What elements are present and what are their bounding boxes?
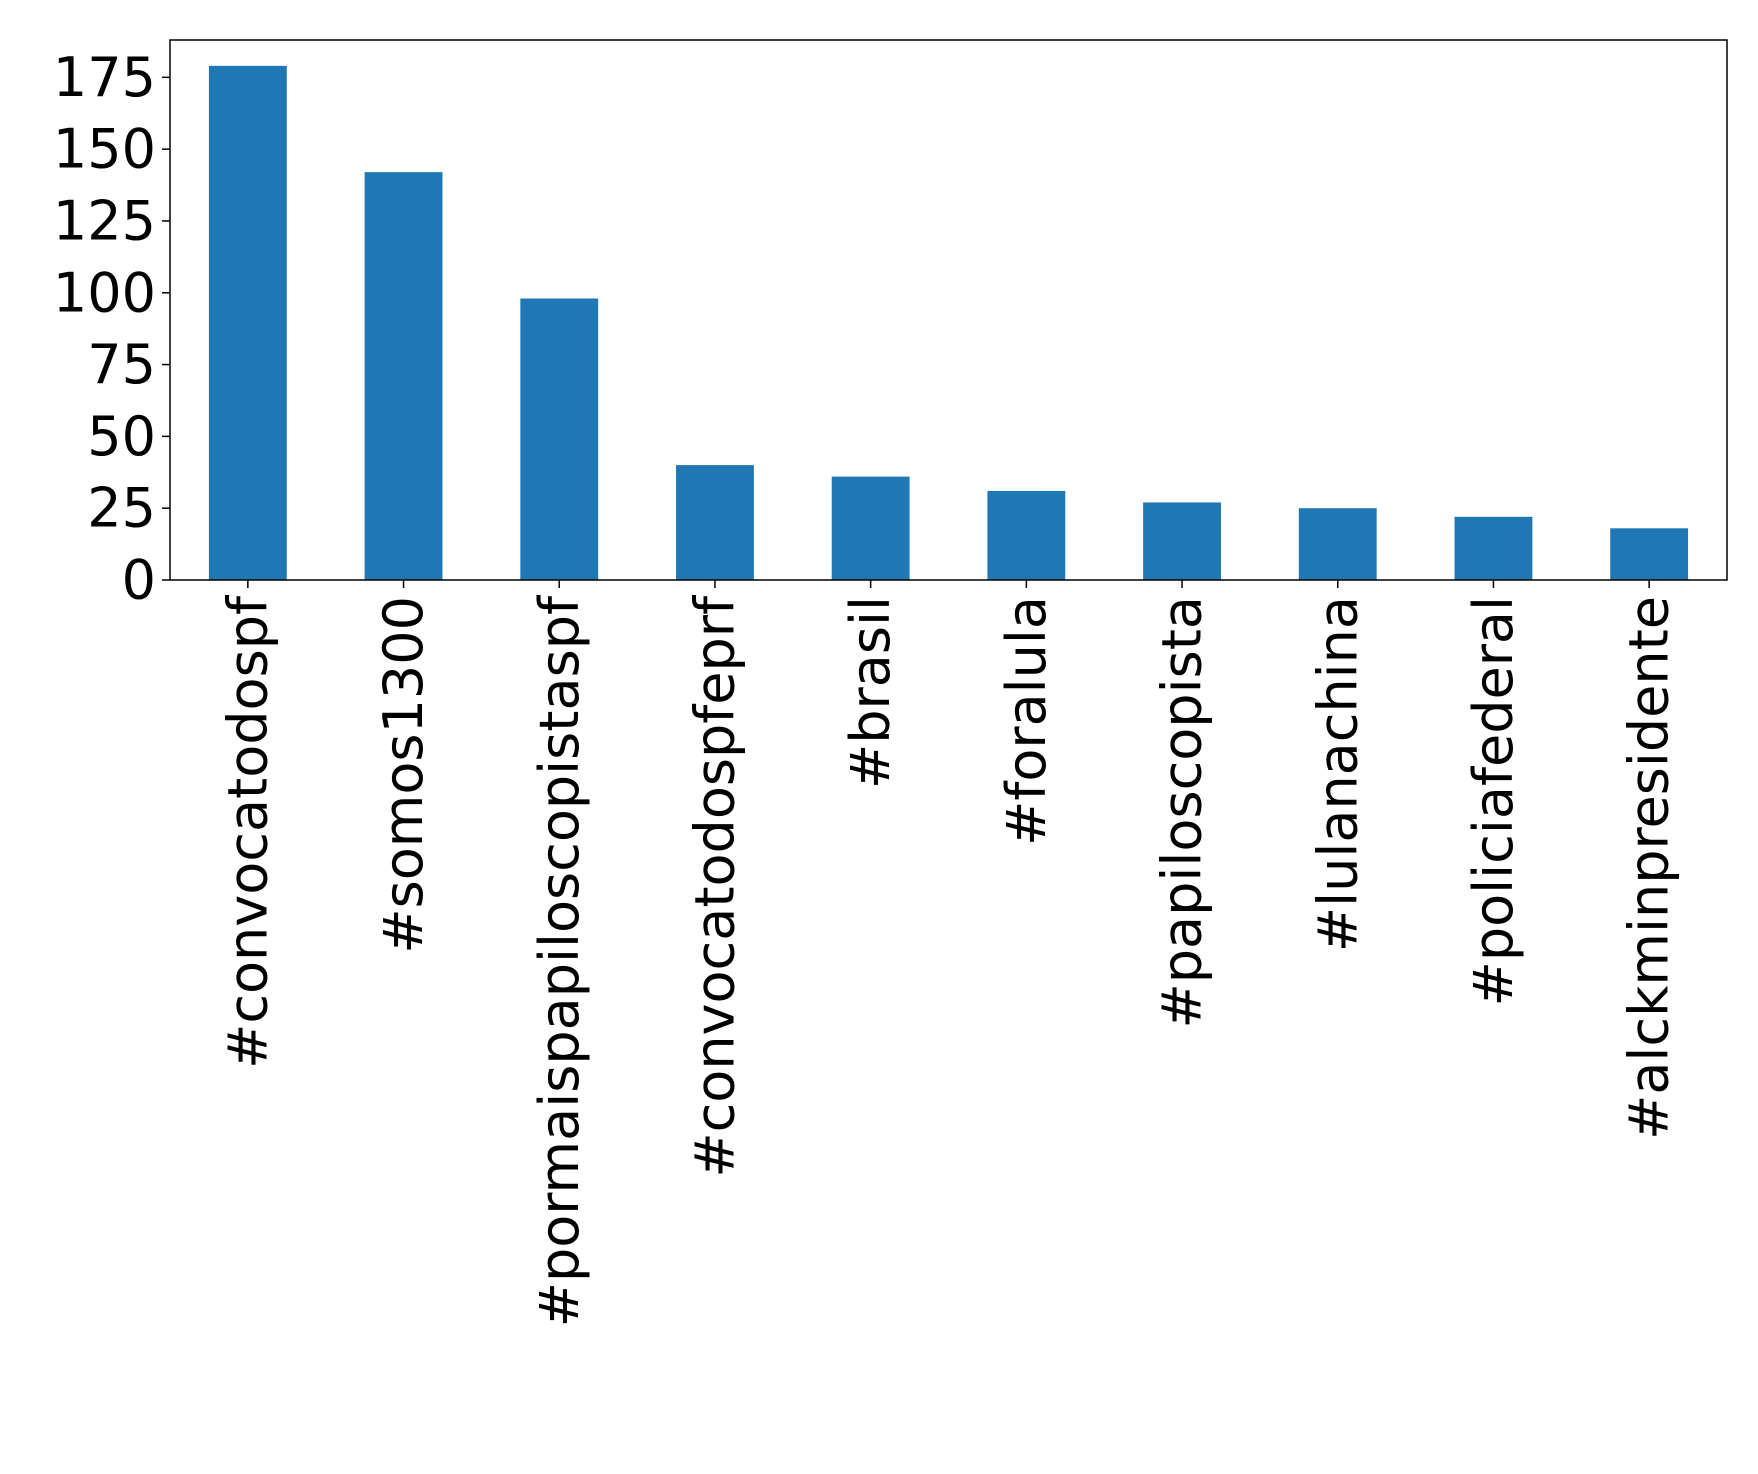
y-tick-label: 150	[53, 118, 156, 181]
y-axis: 0 25 50 75 100 125 150 175	[53, 46, 170, 612]
bar-brasil	[831, 476, 910, 580]
x-tick-label: #foralula	[995, 596, 1058, 846]
x-tick-label: #brasil	[839, 596, 902, 789]
bar-foralula	[987, 490, 1066, 580]
y-tick-label: 125	[53, 189, 156, 252]
x-tick-label: #convocatodospfeprf	[683, 594, 746, 1178]
bars-group	[208, 65, 1689, 580]
bar-lulanachina	[1298, 508, 1377, 580]
bar-papiloscopista	[1143, 502, 1221, 580]
bar-somos1300	[364, 172, 443, 580]
x-tick-label: #pormaispapiloscopistaspf	[528, 594, 591, 1327]
x-axis: #convocatodospf #somos1300 #pormaispapilos…	[216, 580, 1681, 1327]
x-tick-label: #alckminpresidente	[1618, 596, 1681, 1140]
plot-frame	[169, 39, 1728, 581]
bar-pormaispapiloscopistaspf	[520, 298, 599, 580]
bar-policiafederal	[1454, 516, 1533, 580]
x-tick-label: #policiafederal	[1462, 596, 1525, 1006]
x-tick-label: #lulanachina	[1306, 596, 1369, 952]
y-tick-label: 175	[53, 46, 156, 109]
y-tick-label: 0	[122, 549, 156, 612]
y-tick-label: 100	[53, 261, 156, 324]
bar-alckminpresidente	[1610, 528, 1689, 580]
x-tick-label: #papiloscopista	[1151, 596, 1214, 1028]
x-tick-label: #somos1300	[372, 596, 435, 954]
y-tick-label: 50	[87, 405, 156, 468]
y-tick-label: 75	[87, 333, 156, 396]
x-tick-label: #convocatodospf	[216, 594, 279, 1069]
y-tick-label: 25	[87, 477, 156, 540]
bar-convocatodospf	[208, 65, 287, 580]
bar-convocatodospfeprf	[676, 465, 754, 580]
